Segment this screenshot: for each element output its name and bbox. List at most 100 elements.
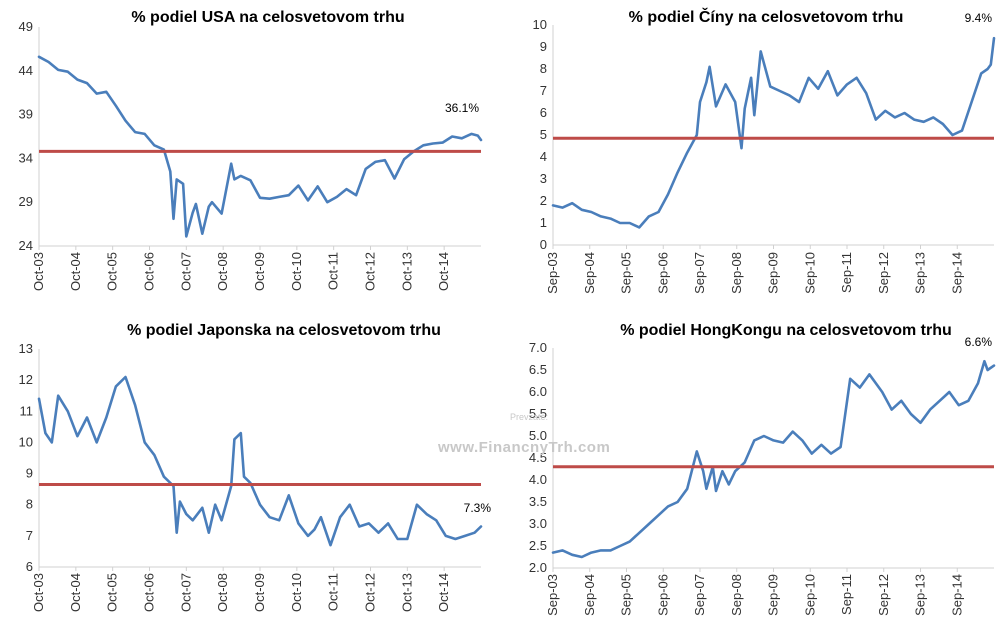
x-tick-label: Oct-08 [215, 573, 230, 612]
chart-title: % podiel USA na celosvetovom trhu [131, 9, 404, 26]
x-tick-label: Oct-12 [363, 573, 378, 612]
y-tick-label: 6.0 [529, 384, 547, 399]
chart-title: % podiel Japonska na celosvetovom trhu [127, 322, 441, 339]
watermark-source-label: Prevzaté: [510, 412, 549, 422]
x-tick-label: Sep-14 [949, 574, 964, 616]
x-tick-label: Sep-09 [766, 574, 781, 616]
last-value-annotation: 36.1% [445, 101, 479, 115]
x-tick-label: Sep-07 [692, 574, 707, 616]
chart-panel-1: % podiel USA na celosvetovom trhu 24 29 34 3… [19, 9, 483, 291]
x-tick-label: Sep-13 [913, 574, 928, 616]
chart-panel-3: % podiel Japonska na celosvetovom trhu 6 7… [19, 322, 492, 612]
x-tick-label: Oct-08 [215, 252, 230, 291]
x-tick-label: Oct-06 [142, 573, 157, 612]
y-tick-label: 1 [540, 215, 547, 230]
x-tick-label: Oct-07 [178, 252, 193, 291]
x-tick-label: Oct-09 [252, 573, 267, 612]
x-tick-label: Oct-11 [326, 252, 341, 290]
x-tick-label: Oct-13 [399, 573, 414, 612]
series-line [551, 359, 996, 559]
x-tick-label: Oct-09 [252, 252, 267, 291]
watermark-url: www.FinancnyTrh.com [438, 439, 611, 456]
y-tick-label: 49 [19, 19, 33, 34]
series-line [37, 375, 483, 547]
y-tick-label: 24 [19, 238, 33, 253]
y-tick-label: 5 [540, 127, 547, 142]
x-tick-label: Oct-12 [363, 252, 378, 291]
y-tick-label: 4 [540, 149, 547, 164]
x-tick-label: Sep-07 [692, 252, 707, 294]
chart-title: % podiel HongKongu na celosvetovom trhu [620, 322, 952, 339]
y-tick-label: 3.5 [529, 494, 547, 509]
y-tick-label: 3 [540, 171, 547, 186]
x-tick-label: Sep-08 [729, 252, 744, 294]
y-tick-label: 11 [20, 403, 34, 418]
y-tick-label: 44 [19, 63, 33, 78]
y-tick-label: 0 [540, 237, 547, 252]
x-tick-label: Oct-05 [105, 573, 120, 612]
x-tick-label: Sep-06 [655, 574, 670, 616]
x-tick-label: Oct-07 [178, 573, 193, 612]
y-tick-label: 6 [26, 559, 33, 574]
x-tick-label: Oct-05 [105, 252, 120, 291]
x-tick-label: Oct-10 [289, 252, 304, 291]
x-tick-label: Sep-06 [655, 252, 670, 294]
x-tick-label: Sep-11 [839, 574, 854, 615]
y-tick-label: 39 [19, 107, 33, 122]
last-value-annotation: 7.3% [464, 501, 492, 515]
y-tick-label: 9 [540, 39, 547, 54]
x-tick-label: Sep-12 [876, 252, 891, 294]
x-tick-label: Sep-10 [802, 252, 817, 294]
series-line [37, 55, 483, 238]
series-line [551, 36, 996, 229]
x-tick-label: Oct-14 [436, 252, 451, 291]
y-tick-label: 7 [26, 528, 33, 543]
last-value-annotation: 9.4% [965, 11, 993, 25]
x-tick-label: Oct-03 [31, 573, 46, 612]
x-tick-label: Sep-12 [876, 574, 891, 616]
x-tick-label: Sep-05 [619, 574, 634, 616]
x-tick-label: Sep-11 [839, 252, 854, 293]
y-tick-label: 5.5 [529, 406, 547, 421]
y-tick-label: 5.0 [529, 428, 547, 443]
y-tick-label: 34 [19, 150, 33, 165]
y-tick-label: 2.0 [529, 560, 547, 575]
chart-panel-4: % podiel HongKongu na celosvetovom trhu 2… [529, 322, 996, 616]
x-tick-label: Sep-09 [766, 252, 781, 294]
x-tick-label: Oct-04 [68, 573, 83, 612]
y-tick-label: 4.0 [529, 472, 547, 487]
x-tick-label: Sep-10 [802, 574, 817, 616]
x-tick-label: Sep-08 [729, 574, 744, 616]
x-tick-label: Oct-14 [436, 573, 451, 612]
y-tick-label: 7 [540, 83, 547, 98]
x-tick-label: Sep-05 [619, 252, 634, 294]
y-tick-label: 9 [26, 466, 33, 481]
y-tick-label: 12 [19, 372, 33, 387]
y-tick-label: 13 [19, 341, 33, 356]
y-tick-label: 6 [540, 105, 547, 120]
x-tick-label: Oct-04 [68, 252, 83, 291]
x-tick-label: Sep-03 [545, 252, 560, 294]
y-tick-label: 29 [19, 194, 33, 209]
x-tick-label: Oct-03 [31, 252, 46, 291]
y-tick-label: 4.5 [529, 450, 547, 465]
y-tick-label: 8 [26, 497, 33, 512]
x-tick-label: Oct-10 [289, 573, 304, 612]
y-tick-label: 6.5 [529, 362, 547, 377]
x-tick-label: Oct-06 [142, 252, 157, 291]
x-tick-label: Sep-14 [949, 252, 964, 294]
chart-title: % podiel Číny na celosvetovom trhu [629, 7, 904, 26]
chart-panel-2: % podiel Číny na celosvetovom trhu 0 1 2 3 4 5… [533, 7, 996, 294]
y-tick-label: 2 [540, 193, 547, 208]
x-tick-label: Oct-13 [399, 252, 414, 291]
y-tick-label: 2.5 [529, 538, 547, 553]
y-tick-label: 10 [533, 17, 547, 32]
x-tick-label: Oct-11 [326, 573, 341, 611]
y-tick-label: 3.0 [529, 516, 547, 531]
x-tick-label: Sep-03 [545, 574, 560, 616]
y-tick-label: 7.0 [529, 340, 547, 355]
x-tick-label: Sep-04 [582, 574, 597, 616]
y-tick-label: 8 [540, 61, 547, 76]
x-tick-label: Sep-04 [582, 252, 597, 294]
